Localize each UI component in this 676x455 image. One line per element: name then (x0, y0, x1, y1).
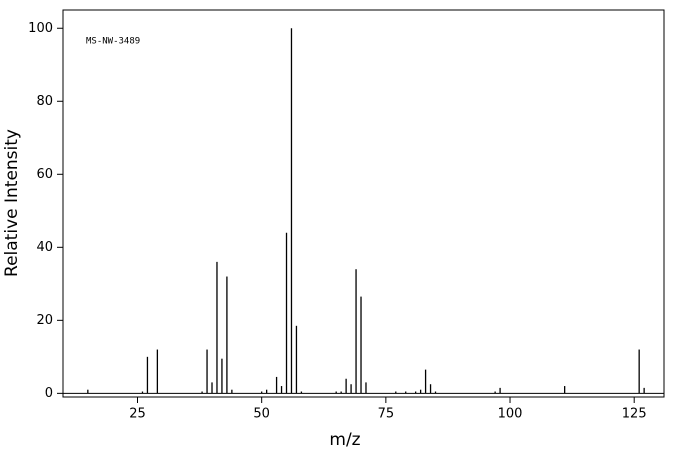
x-tick-label: 125 (622, 407, 647, 422)
annotation: MS-NW-3489 (86, 37, 140, 47)
plot-frame (62, 9, 665, 398)
x-axis-title: m/z (329, 430, 360, 450)
y-tick-label: 100 (28, 21, 53, 36)
x-tick-label: 100 (498, 407, 523, 422)
x-tick-label: 25 (129, 407, 146, 422)
y-tick-label: 20 (36, 313, 53, 328)
x-tick-label: 75 (378, 407, 395, 422)
y-axis-title: Relative Intensity (2, 129, 22, 277)
y-tick-label: 0 (45, 386, 53, 401)
y-tick-label: 80 (36, 94, 53, 109)
x-tick-label: 50 (253, 407, 270, 422)
y-tick-label: 60 (36, 167, 53, 182)
y-tick-label: 40 (36, 240, 53, 255)
